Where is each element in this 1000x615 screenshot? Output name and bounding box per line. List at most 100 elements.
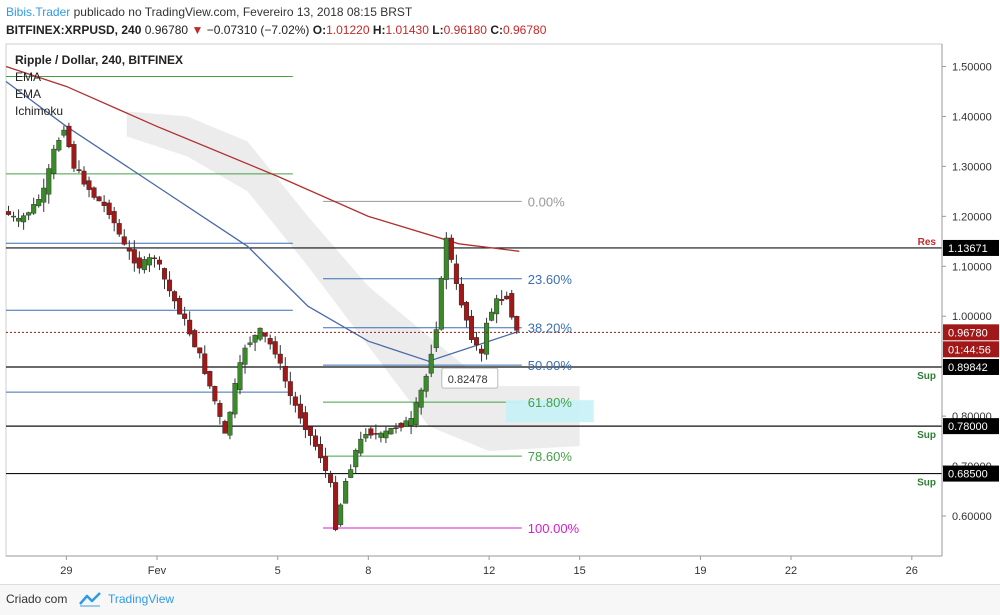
tradingview-logo-icon[interactable] [78,590,102,608]
candle-up [227,411,233,436]
candle-up [247,342,253,345]
candle-down [287,381,293,397]
candle-down [499,299,505,301]
candle-down [448,237,454,260]
fib-label-5: 78.60% [528,449,573,464]
candle-down [312,435,318,447]
fib-label-1: 23.60% [528,272,573,287]
candle-up [438,277,444,330]
candle-up [418,389,424,408]
candle-down [76,169,82,171]
candle-down [262,332,268,337]
indicator-ichimoku[interactable]: Ichimoku [15,104,64,118]
fib-tooltip-box [441,367,499,389]
fib-label-6: 100.00% [528,521,580,536]
candle-down [192,330,198,348]
candle-up [408,418,414,426]
symbol-label: BITFINEX:XRPUSD, 240 [6,23,142,37]
y-tick-label-6: 1.20000 [952,211,992,223]
candle-up [378,432,384,438]
low-label: L: [432,23,444,37]
candle-down [217,402,223,417]
sr-tag-value-3: 0.68500 [948,469,988,481]
candle-up [363,433,369,439]
candle-up [26,212,32,216]
fib-label-2: 38.20% [528,321,573,336]
sr-label-0: Res [918,237,937,248]
indicator-ema-1[interactable]: EMA [15,70,42,84]
candle-up [21,215,27,223]
candle-down [328,474,334,483]
candle-down [222,421,228,434]
candle-down [66,125,72,147]
ema-fast-line [5,80,520,362]
open-label: O: [312,23,327,37]
down-arrow-icon: ▼ [191,23,204,37]
fib-label-0: 0.00% [528,194,565,209]
candle-up [242,347,248,365]
chart-title: Ripple / Dollar, 240, BITFINEX [15,53,184,67]
candle-down [96,196,102,202]
candle-down [318,444,324,459]
candle-down [267,338,273,345]
candle-down [101,201,107,206]
candle-up [494,298,500,315]
price-change: −0.07310 (−7.02%) [206,23,310,37]
y-tick-label-0: 0.60000 [952,511,992,523]
candle-up [484,322,490,355]
x-tick-label-4: 12 [483,565,495,577]
candle-down [182,313,188,319]
candle-down [91,187,97,198]
candle-up [31,204,37,214]
sr-tag-value-2: 0.78000 [948,421,988,433]
candle-down [126,247,132,252]
candle-down [106,202,112,215]
author-link[interactable]: Bibis.Trader [6,5,71,19]
countdown-value: 01:44:56 [948,344,991,356]
candle-down [297,403,303,419]
candle-up [433,329,439,349]
candle-up [51,148,57,174]
y-tick-label-7: 1.30000 [952,161,992,173]
x-tick-label-1: Fev [148,565,167,577]
candle-down [71,144,77,169]
candle-down [373,433,379,435]
ichimoku-cloud [126,111,580,452]
candle-down [323,456,329,471]
fib-label-4: 61.80% [528,395,573,410]
candle-up [11,215,17,218]
candle-down [197,347,203,354]
y-tick-label-9: 1.50000 [952,61,992,73]
fib-tooltip-value: 0.82478 [448,374,488,386]
close-label: C: [490,23,503,37]
candle-down [468,315,474,340]
candle-down [292,396,298,406]
candle-down [116,223,122,235]
candle-down [277,353,283,364]
high-value: 1.01430 [385,23,429,37]
candle-down [282,365,288,382]
candle-down [81,170,87,185]
high-label: H: [372,23,386,37]
published-text: publicado no TradingView.com, Fevereiro … [73,5,413,19]
tradingview-brand-link[interactable]: TradingView [108,592,175,606]
indicator-ema-2[interactable]: EMA [15,87,42,101]
candle-up [257,327,263,340]
candle-up [423,375,429,392]
candle-up [403,420,409,427]
candle-down [368,428,374,436]
symbol-line: BITFINEX:XRPUSD, 240 0.96780 ▼ −0.07310 … [6,23,546,37]
candle-down [156,259,162,265]
candle-down [479,348,485,354]
sr-tag-box-0 [943,239,999,256]
candle-down [121,236,127,245]
candle-up [237,362,243,391]
low-value: 0.96180 [443,23,487,37]
candle-down [212,386,218,402]
price-chart[interactable]: 0.00% 23.60% 38.20% 50.00% 61.80% 78.60% 100.0… [0,42,1000,584]
candle-down [474,337,480,346]
sr-tag-box-1 [943,358,999,375]
candle-up [413,402,419,425]
chart-header: Bibis.Trader publicado no TradingView.co… [0,0,1000,42]
candle-up [388,427,394,435]
